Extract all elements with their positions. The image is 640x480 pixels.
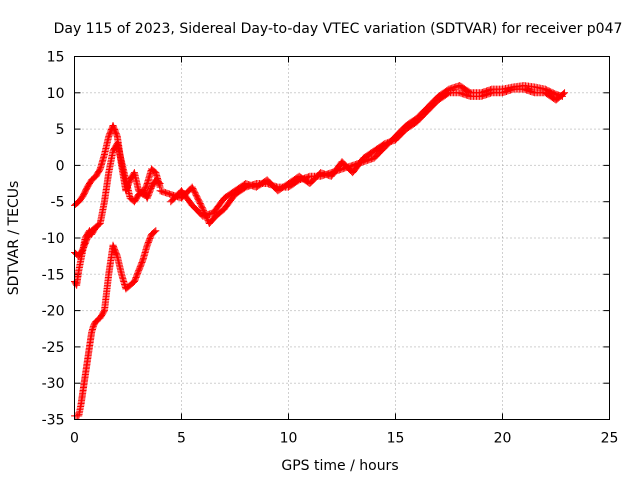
x-tick-label: 15 bbox=[387, 431, 405, 447]
data-point bbox=[151, 228, 159, 236]
y-tick-label: -20 bbox=[42, 304, 65, 320]
data-point bbox=[152, 227, 160, 235]
chart-title: Day 115 of 2023, Sidereal Day-to-day VTE… bbox=[54, 21, 623, 37]
y-tick-label: -35 bbox=[42, 413, 65, 429]
y-tick-label: -25 bbox=[42, 340, 65, 356]
y-axis-label: SDTVAR / TECUs bbox=[6, 181, 22, 296]
data-points bbox=[71, 82, 569, 420]
y-tick-label: 10 bbox=[47, 86, 65, 102]
data-point bbox=[91, 224, 99, 232]
y-tick-label: 15 bbox=[47, 50, 65, 66]
x-tick-label: 5 bbox=[177, 431, 186, 447]
x-tick-label: 25 bbox=[601, 431, 619, 447]
data-point bbox=[199, 205, 207, 213]
data-point bbox=[92, 223, 100, 231]
series-2 bbox=[71, 227, 160, 420]
grid-lines bbox=[74, 56, 610, 420]
data-point bbox=[200, 206, 208, 214]
y-tick-label: -10 bbox=[42, 231, 65, 247]
y-tick-label: -30 bbox=[42, 376, 65, 392]
x-tick-label: 10 bbox=[280, 431, 298, 447]
x-tick-label: 0 bbox=[70, 431, 79, 447]
y-tick-label: -15 bbox=[42, 267, 65, 283]
plot-frame bbox=[74, 56, 610, 420]
tick-labels: -35 -30 -25 -20 -15 -10 -5 0 5 10 15 0 5 10 15 20 25 bbox=[42, 50, 619, 447]
y-tick-label: 0 bbox=[56, 158, 65, 174]
data-point bbox=[559, 90, 567, 98]
data-point bbox=[113, 131, 121, 139]
x-axis-label: GPS time / hours bbox=[281, 458, 398, 474]
data-point bbox=[113, 251, 121, 259]
x-tick-label: 20 bbox=[494, 431, 512, 447]
data-point bbox=[561, 89, 569, 97]
data-point bbox=[155, 179, 163, 187]
data-point bbox=[156, 180, 164, 188]
y-tick-label: 5 bbox=[56, 122, 65, 138]
y-tick-label: -5 bbox=[51, 195, 65, 211]
series-5 bbox=[167, 85, 569, 220]
